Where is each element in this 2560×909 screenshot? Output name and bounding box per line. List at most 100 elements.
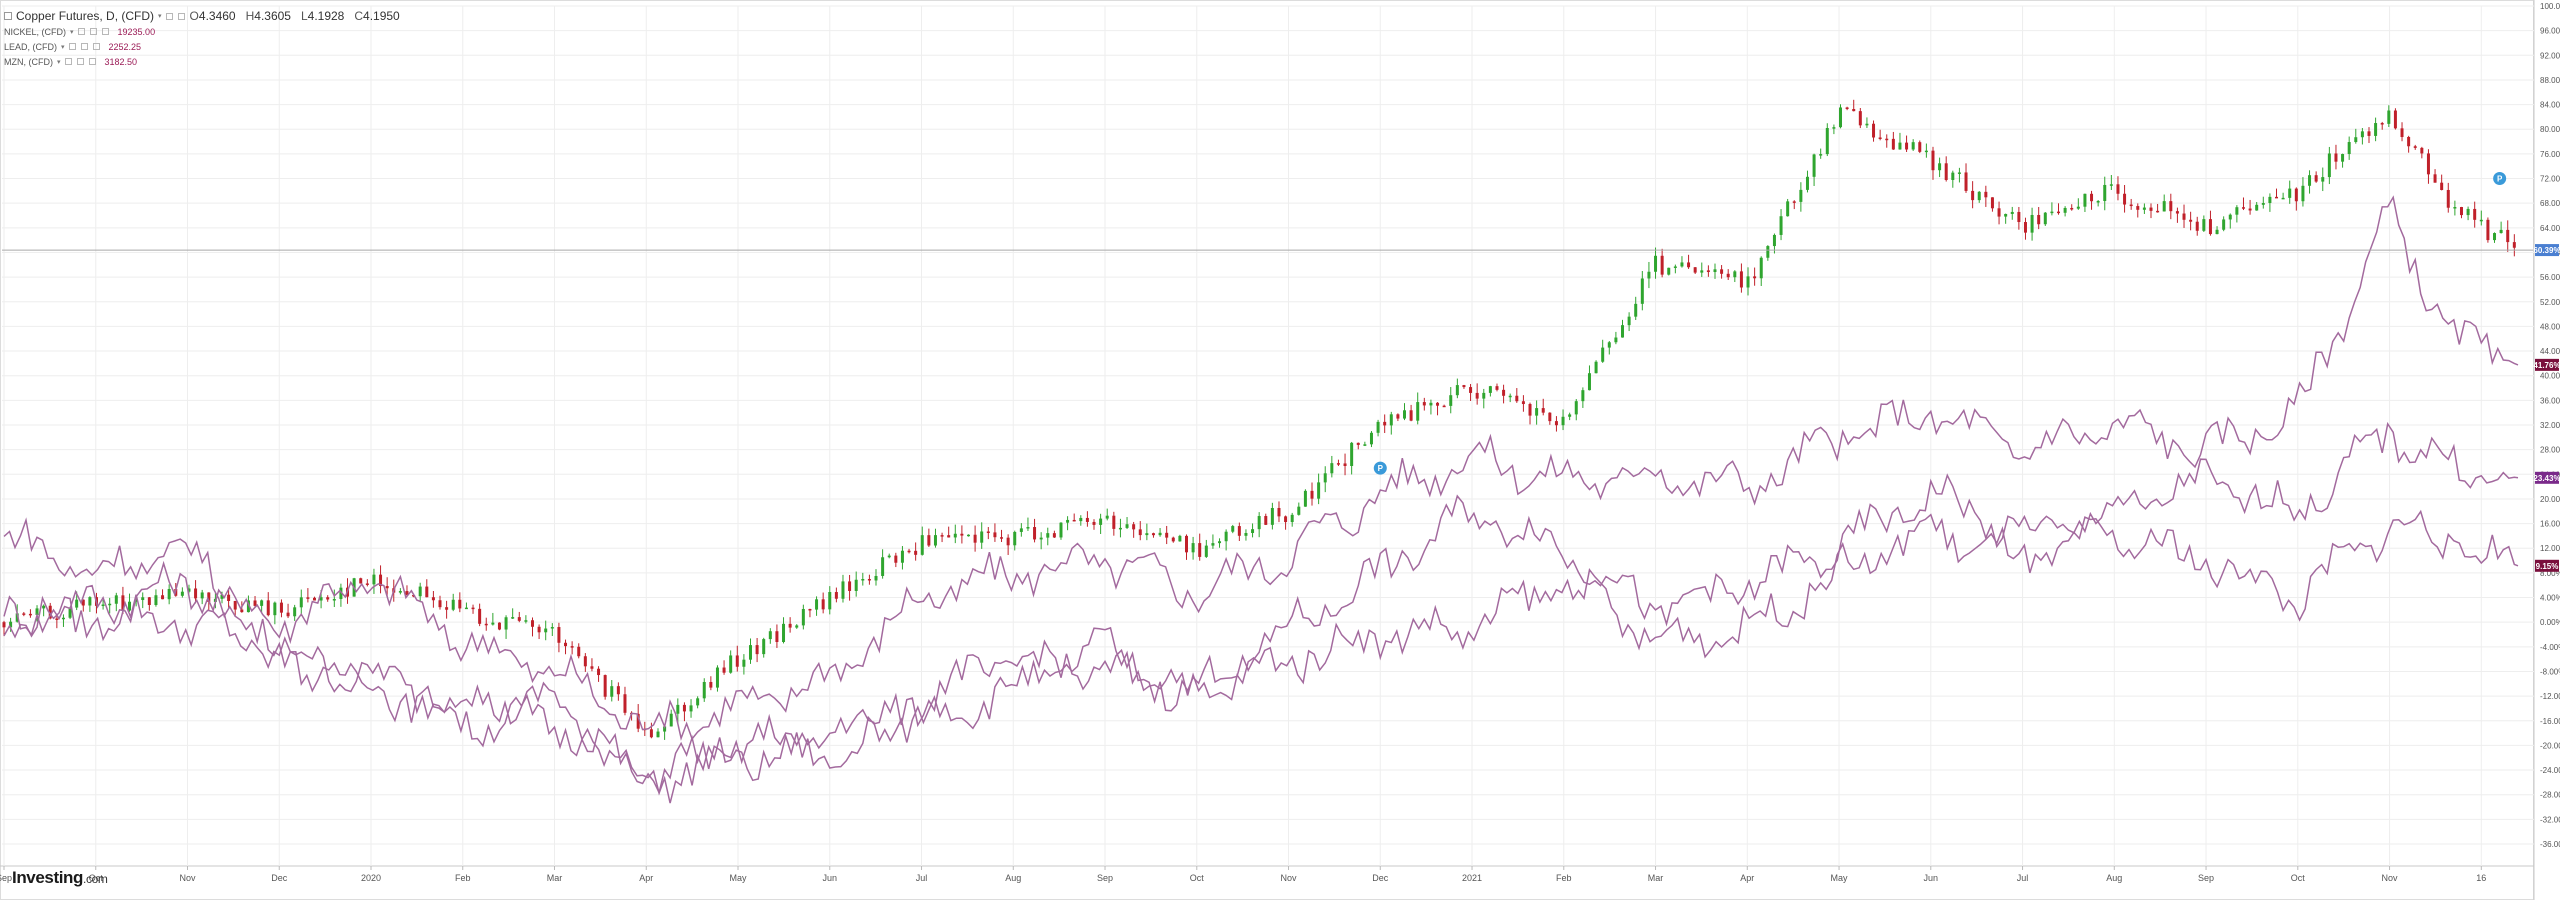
candle-body xyxy=(834,592,838,599)
event-marker-icon[interactable] xyxy=(1373,461,1387,475)
candle-body xyxy=(530,620,534,627)
candle-body xyxy=(1680,262,1684,267)
candle-body xyxy=(544,628,548,633)
remove-icon[interactable] xyxy=(88,58,96,65)
candle-body xyxy=(1502,389,1506,396)
candle-body xyxy=(385,586,389,589)
candle-body xyxy=(2341,154,2345,162)
last-value-label: 9.15% xyxy=(2536,562,2559,571)
candle-body xyxy=(696,698,700,706)
x-tick-label: May xyxy=(730,873,748,883)
compare-symbol[interactable]: MZN, (CFD) xyxy=(4,56,53,67)
candle-body xyxy=(1323,473,1327,483)
hide-icon[interactable] xyxy=(76,58,84,65)
hide-icon[interactable] xyxy=(89,28,97,35)
candle-body xyxy=(2182,213,2186,220)
candle-body xyxy=(306,597,310,599)
candle-body xyxy=(312,597,316,601)
high-label: H xyxy=(245,9,255,23)
investing-logo[interactable]: Investing.com xyxy=(12,868,108,888)
y-tick-label: 80.00% xyxy=(2540,125,2560,134)
compare-value: 2252.25 xyxy=(108,41,142,52)
y-tick-label: 56.00% xyxy=(2540,273,2560,282)
last-value-badges: 60.39% 41.76% 23.43% 9.15% xyxy=(2533,244,2560,572)
settings-icon[interactable] xyxy=(165,12,173,20)
settings-icon[interactable] xyxy=(64,58,72,65)
candle-body xyxy=(1700,270,1704,273)
candle-body xyxy=(266,600,270,616)
candle-body xyxy=(2301,185,2305,202)
candle-body xyxy=(220,594,224,599)
candle-body xyxy=(273,602,277,616)
settings-icon[interactable] xyxy=(68,43,76,50)
x-tick-label: Mar xyxy=(547,873,563,883)
x-tick-label: Apr xyxy=(639,873,653,883)
candle-body xyxy=(1720,269,1724,274)
candle-body xyxy=(1184,535,1188,553)
hide-icon[interactable] xyxy=(177,12,185,20)
candle-body xyxy=(458,599,462,609)
x-tick-label: Sep xyxy=(1097,873,1113,883)
candle-body xyxy=(782,623,786,643)
y-tick-label: -36.00% xyxy=(2540,840,2560,849)
remove-icon[interactable] xyxy=(92,43,100,50)
close-label: C xyxy=(354,9,364,23)
candle-body xyxy=(246,600,250,613)
candle-body xyxy=(2433,174,2437,183)
candle-body xyxy=(332,599,336,601)
chevron-down-icon[interactable]: ▾ xyxy=(158,13,162,20)
y-tick-label: -20.00% xyxy=(2540,741,2560,750)
chevron-down-icon[interactable]: ▾ xyxy=(70,28,74,36)
legend-compare-row: MZN, (CFD) ▾ 3182.50 xyxy=(4,54,406,69)
candle-body xyxy=(22,613,26,615)
candle-body xyxy=(1336,463,1340,465)
candle-body xyxy=(2493,233,2497,241)
candle-body xyxy=(1739,271,1743,288)
candle-body xyxy=(1786,201,1790,217)
candle-body xyxy=(2129,204,2133,207)
candle-body xyxy=(748,645,752,660)
candle-body xyxy=(194,588,198,599)
candle-body xyxy=(2189,219,2193,222)
candle-body xyxy=(15,613,19,622)
legend-symbol[interactable]: Copper Futures, D, (CFD) xyxy=(16,9,155,23)
candle-body xyxy=(1052,533,1056,538)
compare-symbol[interactable]: LEAD, (CFD) xyxy=(4,41,58,52)
y-tick-label: 8.00% xyxy=(2540,569,2560,578)
candle-body xyxy=(1931,150,1935,171)
candle-body xyxy=(1244,533,1248,536)
candle-body xyxy=(2506,229,2510,243)
candle-body xyxy=(1548,412,1552,422)
candle-body xyxy=(134,600,138,602)
candle-body xyxy=(808,608,812,611)
candle-body xyxy=(1713,269,1717,273)
candle-body xyxy=(2413,146,2417,148)
chevron-down-icon[interactable]: ▾ xyxy=(57,58,61,66)
remove-icon[interactable] xyxy=(101,28,109,35)
candle-body xyxy=(2261,203,2265,205)
candle-body xyxy=(365,583,369,585)
candle-body xyxy=(762,639,766,655)
last-value-label: 60.39% xyxy=(2533,246,2560,255)
candle-body xyxy=(1687,262,1691,268)
x-tick-label: 16 xyxy=(2476,873,2486,883)
candle-body xyxy=(1079,517,1083,522)
candle-body xyxy=(2010,211,2014,214)
candle-body xyxy=(1568,414,1572,417)
collapse-legend-icon[interactable] xyxy=(4,12,12,20)
settings-icon[interactable] xyxy=(77,28,85,35)
chevron-down-icon[interactable]: ▾ xyxy=(61,43,65,51)
compare-symbol[interactable]: NICKEL, (CFD) xyxy=(4,26,67,37)
event-marker-icon[interactable] xyxy=(2493,172,2507,186)
open-value: 4.3460 xyxy=(198,9,236,23)
hide-icon[interactable] xyxy=(80,43,88,50)
candle-body xyxy=(1178,535,1182,542)
y-tick-label: 96.00% xyxy=(2540,27,2560,36)
candle-body xyxy=(379,574,383,587)
candle-body xyxy=(200,592,204,599)
candle-body xyxy=(154,595,158,606)
candle-body xyxy=(861,578,865,581)
candle-body xyxy=(894,555,898,563)
candle-body xyxy=(1006,537,1010,546)
